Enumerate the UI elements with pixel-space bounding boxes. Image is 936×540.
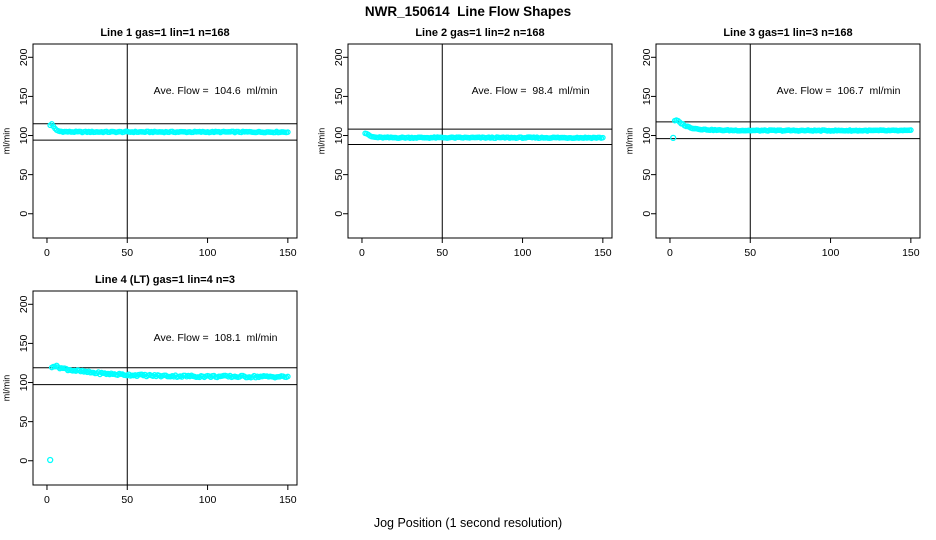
- x-tick-label: 150: [594, 247, 612, 259]
- ave-flow-annotation: Ave. Flow = 104.6 ml/min: [154, 85, 278, 97]
- outlier-point: [47, 456, 54, 464]
- y-axis-title: ml/min: [1, 128, 11, 155]
- y-tick-label: 50: [333, 169, 345, 181]
- y-tick-label: 50: [641, 169, 653, 181]
- plot-box: [32, 43, 298, 239]
- y-axis: 0 50 100 150 200: [333, 48, 348, 217]
- y-tick-label: 0: [18, 211, 30, 217]
- reference-lines: [656, 44, 920, 238]
- y-tick-label: 50: [18, 416, 30, 428]
- y-axis: 0 50 100 150 200: [18, 295, 33, 464]
- x-tick-label: 150: [902, 247, 920, 259]
- y-tick-label: 100: [18, 127, 30, 145]
- plot-box: [655, 43, 921, 239]
- panel-title: Line 4 (LT) gas=1 lin=4 n=3: [95, 274, 235, 286]
- panel-line-3: Line 3 gas=1 lin=3 n=168 0 50 100 150 0 50 100 1…: [623, 24, 935, 270]
- y-axis: 0 50 100 150 200: [18, 48, 33, 217]
- x-tick-label: 150: [279, 494, 297, 506]
- y-tick-label: 50: [18, 169, 30, 181]
- ave-flow-annotation: Ave. Flow = 108.1 ml/min: [154, 332, 278, 344]
- x-axis: 0 50 100 150: [44, 485, 297, 506]
- scatter-points: [47, 362, 291, 464]
- y-tick-label: 200: [18, 48, 30, 66]
- x-tick-label: 50: [744, 247, 756, 259]
- reference-lines: [33, 44, 297, 238]
- panel-title: Line 1 gas=1 lin=1 n=168: [100, 27, 229, 39]
- scatter-points: [362, 130, 606, 142]
- y-tick-label: 150: [18, 87, 30, 105]
- y-axis-title: ml/min: [316, 128, 326, 155]
- reference-lines: [33, 291, 297, 485]
- x-tick-label: 0: [359, 247, 365, 259]
- y-axis: 0 50 100 150 200: [641, 48, 656, 217]
- scatter-points: [670, 117, 914, 142]
- x-tick-label: 0: [44, 494, 50, 506]
- y-tick-label: 200: [333, 48, 345, 66]
- y-tick-label: 100: [641, 127, 653, 145]
- y-tick-label: 150: [641, 87, 653, 105]
- line-1-flow-chart: Line 1 gas=1 lin=1 n=168 0 50 100 150 0 50 100 1…: [1, 27, 298, 259]
- y-tick-label: 150: [333, 87, 345, 105]
- y-axis-title: ml/min: [624, 128, 634, 155]
- page-title: NWR_150614 Line Flow Shapes: [364, 4, 572, 19]
- plot-box: [32, 290, 298, 486]
- panel-line-1: Line 1 gas=1 lin=1 n=168 0 50 100 150 0 50 100 1…: [0, 24, 312, 270]
- x-tick-label: 50: [121, 247, 133, 259]
- panel-line-2: Line 2 gas=1 lin=2 n=168 0 50 100 150 0 50 100 1…: [315, 24, 627, 270]
- plot-box: [347, 43, 613, 239]
- y-tick-label: 0: [18, 458, 30, 464]
- x-axis: 0 50 100 150: [44, 238, 297, 259]
- x-tick-label: 150: [279, 247, 297, 259]
- y-tick-label: 150: [18, 334, 30, 352]
- x-tick-label: 50: [436, 247, 448, 259]
- line-3-flow-chart: Line 3 gas=1 lin=3 n=168 0 50 100 150 0 50 100 1…: [624, 27, 921, 259]
- panel-line-4: Line 4 (LT) gas=1 lin=4 n=3 0 50 100 150 0 50 1…: [0, 271, 312, 517]
- panel-title: Line 3 gas=1 lin=3 n=168: [723, 27, 852, 39]
- x-tick-label: 100: [199, 247, 217, 259]
- x-tick-label: 0: [667, 247, 673, 259]
- reference-lines: [348, 44, 612, 238]
- x-tick-label: 50: [121, 494, 133, 506]
- y-tick-label: 100: [18, 374, 30, 392]
- x-axis: 0 50 100 150: [359, 238, 612, 259]
- x-tick-label: 100: [199, 494, 217, 506]
- x-tick-label: 100: [822, 247, 840, 259]
- x-tick-label: 0: [44, 247, 50, 259]
- y-tick-label: 0: [333, 211, 345, 217]
- y-tick-label: 0: [641, 211, 653, 217]
- scatter-points: [47, 120, 291, 136]
- x-axis: 0 50 100 150: [667, 238, 920, 259]
- line-4-flow-chart: Line 4 (LT) gas=1 lin=4 n=3 0 50 100 150 0 50 1…: [1, 274, 298, 506]
- y-tick-label: 200: [18, 295, 30, 313]
- y-tick-label: 100: [333, 127, 345, 145]
- line-2-flow-chart: Line 2 gas=1 lin=2 n=168 0 50 100 150 0 50 100 1…: [316, 27, 613, 259]
- outlier-point: [670, 134, 677, 142]
- ave-flow-annotation: Ave. Flow = 98.4 ml/min: [472, 85, 590, 97]
- panel-title: Line 2 gas=1 lin=2 n=168: [415, 27, 544, 39]
- ave-flow-annotation: Ave. Flow = 106.7 ml/min: [777, 85, 901, 97]
- x-tick-label: 100: [514, 247, 532, 259]
- x-axis-title: Jog Position (1 second resolution): [373, 516, 563, 530]
- y-axis-title: ml/min: [1, 375, 11, 402]
- y-tick-label: 200: [641, 48, 653, 66]
